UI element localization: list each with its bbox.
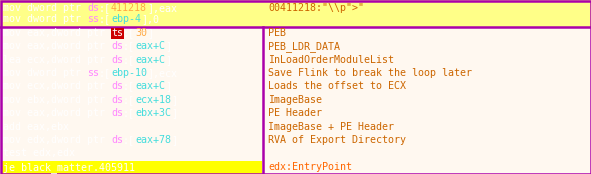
Text: eax+C: eax+C <box>135 41 165 51</box>
Text: ]: ] <box>165 81 171 92</box>
Text: :[: :[ <box>123 28 135 38</box>
Text: PEB_LDR_DATA: PEB_LDR_DATA <box>268 41 340 52</box>
Text: PE Header: PE Header <box>268 108 322 118</box>
Text: mov dword ptr: mov dword ptr <box>3 3 87 13</box>
Text: add eax,ebx: add eax,ebx <box>3 122 69 132</box>
Text: eax+78: eax+78 <box>135 135 171 145</box>
Text: :[: :[ <box>123 41 135 51</box>
Bar <box>0 0 591 27</box>
Text: mov dword ptr: mov dword ptr <box>3 14 87 25</box>
Text: ds: ds <box>111 41 123 51</box>
Text: mov dword ptr: mov dword ptr <box>3 68 87 78</box>
Text: eax+C: eax+C <box>135 55 165 65</box>
Text: mov ecx,dword ptr: mov ecx,dword ptr <box>3 81 111 92</box>
Text: mov eax,dword ptr: mov eax,dword ptr <box>3 28 111 38</box>
Text: eax+C: eax+C <box>135 81 165 92</box>
Text: :[: :[ <box>123 108 135 118</box>
Text: ds: ds <box>111 55 123 65</box>
Text: 00411218:"\\p">": 00411218:"\\p">" <box>268 3 364 13</box>
Text: ss: ss <box>87 68 99 78</box>
Text: ],eax: ],eax <box>147 3 177 13</box>
Text: ]: ] <box>165 55 171 65</box>
Text: mov eax,dword ptr: mov eax,dword ptr <box>3 108 111 118</box>
Text: ecx+18: ecx+18 <box>135 95 171 105</box>
Text: ebx+3C: ebx+3C <box>135 108 171 118</box>
Text: ],ecx: ],ecx <box>147 68 177 78</box>
Text: ds: ds <box>87 3 99 13</box>
Text: ebp-10: ebp-10 <box>111 68 147 78</box>
Text: ss: ss <box>87 14 99 25</box>
Text: :[: :[ <box>123 81 135 92</box>
Text: :[: :[ <box>99 68 111 78</box>
Text: Loads the offset to ECX: Loads the offset to ECX <box>268 81 406 92</box>
Text: ImageBase: ImageBase <box>268 95 322 105</box>
Text: test edx,edx: test edx,edx <box>3 148 75 158</box>
Text: 30: 30 <box>135 28 147 38</box>
Text: ]: ] <box>171 135 177 145</box>
Text: ebp-4: ebp-4 <box>111 14 141 25</box>
Text: ts: ts <box>111 28 123 38</box>
Text: PEB: PEB <box>268 28 286 38</box>
Text: :[: :[ <box>99 3 111 13</box>
Text: :[: :[ <box>99 14 111 25</box>
Text: ]: ] <box>165 41 171 51</box>
Text: RVA of Export Directory: RVA of Export Directory <box>268 135 406 145</box>
Text: :[: :[ <box>123 135 135 145</box>
Bar <box>1 161 262 174</box>
Text: ]: ] <box>171 95 177 105</box>
Text: ds: ds <box>111 95 123 105</box>
Text: mov edx,dword ptr: mov edx,dword ptr <box>3 135 111 145</box>
Bar <box>0 27 591 174</box>
Text: ]: ] <box>171 108 177 118</box>
Text: ds: ds <box>111 135 123 145</box>
Text: lea ecx,dword ptr: lea ecx,dword ptr <box>3 55 111 65</box>
Text: je black_matter.405911: je black_matter.405911 <box>3 162 135 173</box>
Text: ds: ds <box>111 81 123 92</box>
Text: ]: ] <box>147 28 153 38</box>
Text: :[: :[ <box>123 55 135 65</box>
Text: mov eax,dword ptr: mov eax,dword ptr <box>3 41 111 51</box>
Text: Save Flink to break the loop later: Save Flink to break the loop later <box>268 68 472 78</box>
Text: ds: ds <box>111 108 123 118</box>
Text: :[: :[ <box>123 95 135 105</box>
Text: mov ebx,dword ptr: mov ebx,dword ptr <box>3 95 111 105</box>
Text: ],0: ],0 <box>141 14 159 25</box>
Text: 411218: 411218 <box>111 3 147 13</box>
Text: ImageBase + PE Header: ImageBase + PE Header <box>268 122 394 132</box>
Text: InLoadOrderModuleList: InLoadOrderModuleList <box>268 55 394 65</box>
Text: edx:EntryPoint: edx:EntryPoint <box>268 162 352 172</box>
